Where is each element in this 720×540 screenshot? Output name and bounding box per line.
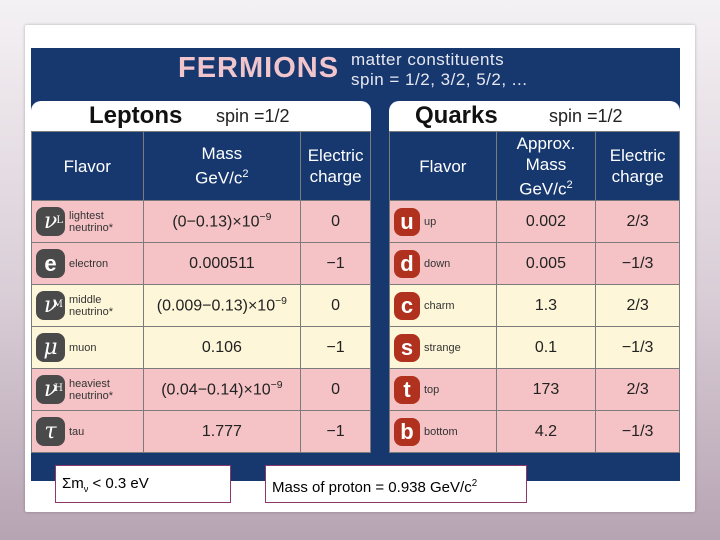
quark-name: charm <box>424 299 455 312</box>
quark-name: down <box>424 257 451 270</box>
quark-name: strange <box>424 341 461 354</box>
quark-charge: −1/3 <box>595 242 680 285</box>
quark-mass: 0.005 <box>495 242 597 285</box>
table-row: t top 173 2/3 <box>389 368 680 411</box>
lepton-mass: (0.009−0.13)×10−9 <box>142 284 302 327</box>
quark-charge: 2/3 <box>595 284 680 327</box>
quark-charge: −1/3 <box>595 410 680 453</box>
quark-mass: 4.2 <box>495 410 597 453</box>
lepton-name: middle neutrino* <box>69 293 114 318</box>
lepton-charge: 0 <box>300 284 371 327</box>
lepton-mass: 1.777 <box>142 410 302 453</box>
quarks-title: Quarks <box>415 102 498 129</box>
leptons-spin: spin =1/2 <box>216 106 290 126</box>
table-row: μ muon 0.106 −1 <box>31 326 371 369</box>
lepton-charge: −1 <box>300 242 371 285</box>
table-row: τ tau 1.777 −1 <box>31 410 371 453</box>
lepton-mass: 0.106 <box>142 326 302 369</box>
quark-symbol: d <box>394 249 420 278</box>
lepton-name: muon <box>69 341 97 354</box>
lepton-mass: (0.04−0.14)×10−9 <box>142 368 302 411</box>
lepton-name: tau <box>69 425 85 438</box>
quarks-panel: Quarks spin =1/2 Flavor Approx. Mass GeV/c… <box>389 101 680 481</box>
quarks-col-mass: Approx. Mass GeV/c2 <box>495 131 597 201</box>
quark-charge: 2/3 <box>595 200 680 243</box>
quark-mass: 1.3 <box>495 284 597 327</box>
quark-symbol: s <box>394 333 420 362</box>
slide: FERMIONS matter constituents spin = 1/2,… <box>25 25 695 512</box>
lepton-charge: −1 <box>300 410 371 453</box>
lepton-name: lightest neutrino* <box>69 209 114 234</box>
proton-mass-box: Mass of proton = 0.938 GeV/c2 <box>265 465 527 503</box>
quark-charge: 2/3 <box>595 368 680 411</box>
lepton-name: heaviest neutrino* <box>69 377 114 402</box>
electron-symbol: e <box>36 249 65 278</box>
leptons-title: Leptons <box>89 102 183 129</box>
quark-charge: −1/3 <box>595 326 680 369</box>
quark-mass: 0.002 <box>495 200 597 243</box>
table-row: b bottom 4.2 −1/3 <box>389 410 680 453</box>
neutrino-mass-sum-box: Σmν < 0.3 eV <box>55 465 231 503</box>
subtitle-line-1: matter constituents <box>351 50 505 69</box>
quark-symbol: b <box>394 417 420 446</box>
quark-mass: 173 <box>495 368 597 411</box>
leptons-header: Leptons spin =1/2 <box>31 101 371 131</box>
leptons-col-charge: Electric charge <box>300 131 371 201</box>
chart-subtitle: matter constituents spin = 1/2, 3/2, 5/2… <box>351 50 527 90</box>
quark-name: top <box>424 383 440 396</box>
table-row: c charm 1.3 2/3 <box>389 284 680 327</box>
quarks-col-flavor: Flavor <box>389 131 497 201</box>
chart-title: FERMIONS <box>178 52 340 84</box>
fermion-chart: FERMIONS matter constituents spin = 1/2,… <box>31 48 680 481</box>
lepton-mass: 0.000511 <box>142 242 302 285</box>
muon-symbol: μ <box>36 333 65 362</box>
quarks-table: Flavor Approx. Mass GeV/c2 Electric charge … <box>389 131 680 453</box>
lepton-charge: 0 <box>300 368 371 411</box>
table-row: d down 0.005 −1/3 <box>389 242 680 285</box>
leptons-panel: Leptons spin =1/2 Flavor Mass GeV/c2 Elec… <box>31 101 371 481</box>
subtitle-line-2: spin = 1/2, 3/2, 5/2, ... <box>351 70 528 89</box>
quark-mass: 0.1 <box>495 326 597 369</box>
table-row: u up 0.002 2/3 <box>389 200 680 243</box>
leptons-col-flavor: Flavor <box>31 131 144 201</box>
lepton-charge: −1 <box>300 326 371 369</box>
table-row: e electron 0.000511 −1 <box>31 242 371 285</box>
quark-symbol: t <box>394 375 420 404</box>
table-row: s strange 0.1 −1/3 <box>389 326 680 369</box>
quarks-col-charge: Electric charge <box>595 131 680 201</box>
lepton-mass: (0−0.13)×10−9 <box>142 200 302 243</box>
quarks-header: Quarks spin =1/2 <box>389 101 680 131</box>
lepton-name: electron <box>69 257 109 270</box>
quarks-spin: spin =1/2 <box>549 106 623 126</box>
quark-symbol: u <box>394 207 420 236</box>
quark-name: up <box>424 215 437 228</box>
banner: FERMIONS matter constituents spin = 1/2,… <box>31 48 680 121</box>
quark-name: bottom <box>424 425 458 438</box>
lepton-charge: 0 <box>300 200 371 243</box>
leptons-col-mass: Mass GeV/c2 <box>142 131 302 201</box>
quark-symbol: c <box>394 291 420 320</box>
tau-symbol: τ <box>36 417 65 446</box>
